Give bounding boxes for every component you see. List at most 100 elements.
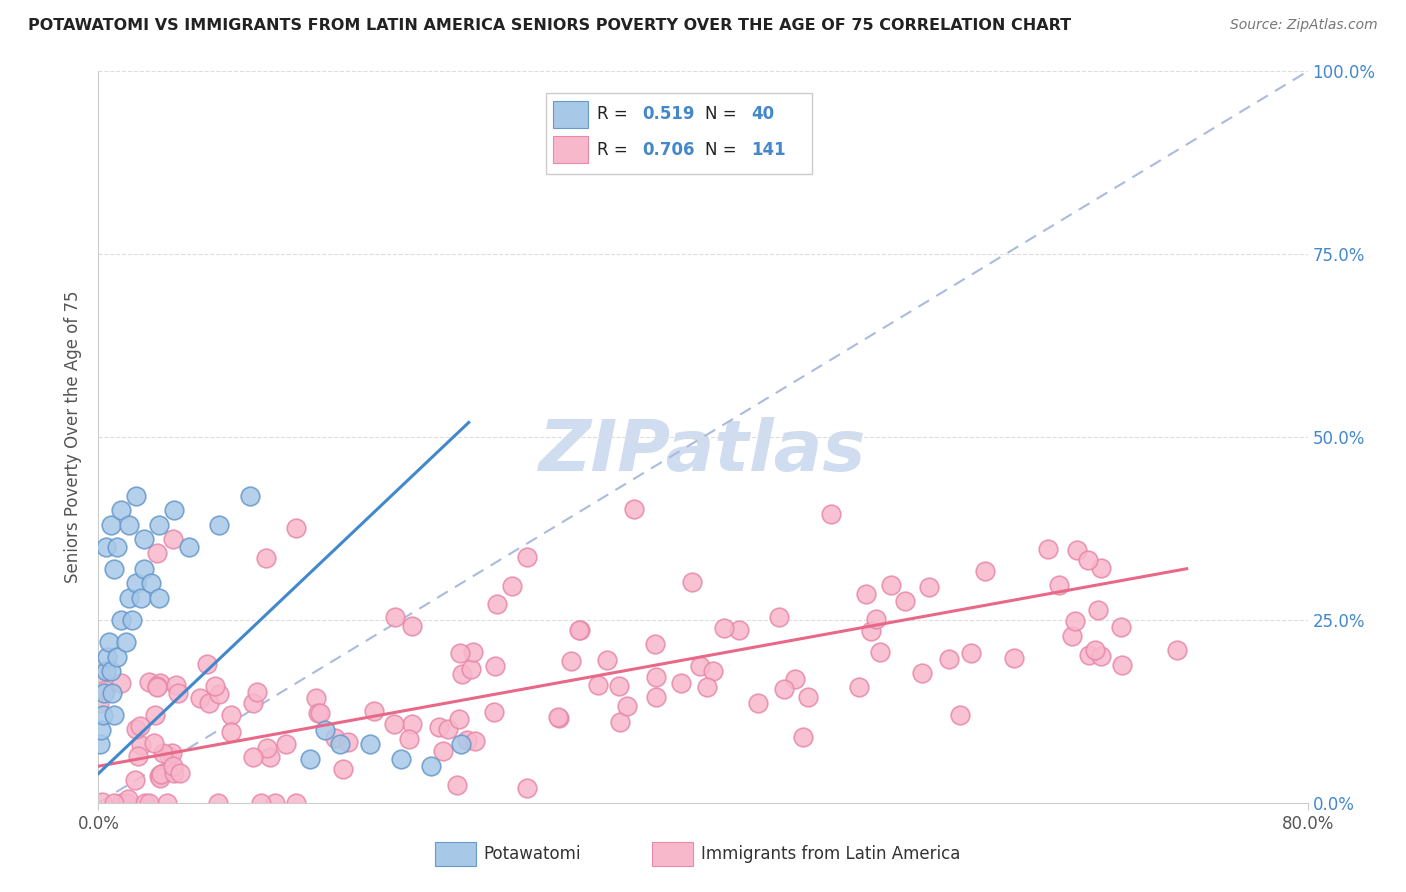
- Point: [696, 680, 718, 694]
- Point: [446, 779, 468, 793]
- Point: [401, 619, 423, 633]
- Point: [384, 610, 406, 624]
- Point: [773, 681, 796, 696]
- Point: [90, 723, 112, 737]
- Point: [501, 579, 523, 593]
- Point: [586, 678, 609, 692]
- Point: [596, 653, 619, 667]
- Point: [103, 796, 125, 810]
- Point: [1087, 603, 1109, 617]
- Text: R =: R =: [596, 104, 633, 123]
- Point: [129, 738, 152, 752]
- Point: [114, 635, 136, 649]
- Point: [1084, 643, 1107, 657]
- Point: [1077, 552, 1099, 566]
- Point: [1111, 619, 1133, 633]
- Point: [249, 796, 271, 810]
- Point: [242, 750, 264, 764]
- Point: [125, 722, 148, 736]
- Point: [129, 719, 152, 733]
- Point: [188, 691, 211, 706]
- Point: [163, 766, 186, 780]
- Point: [456, 733, 478, 747]
- Point: [859, 624, 882, 638]
- Point: [132, 562, 155, 576]
- Point: [547, 709, 569, 723]
- Point: [689, 659, 711, 673]
- Point: [974, 564, 997, 578]
- Point: [451, 666, 474, 681]
- Point: [1111, 657, 1133, 672]
- Text: 0.519: 0.519: [643, 104, 695, 123]
- Point: [616, 699, 638, 714]
- Point: [299, 752, 322, 766]
- Point: [1090, 561, 1112, 575]
- Text: 0.706: 0.706: [643, 141, 695, 160]
- Point: [148, 591, 170, 605]
- Text: 40: 40: [751, 104, 775, 123]
- Point: [150, 766, 173, 780]
- Point: [284, 796, 307, 810]
- Point: [336, 735, 359, 749]
- Point: [609, 715, 631, 730]
- Point: [450, 737, 472, 751]
- Point: [449, 646, 471, 660]
- FancyBboxPatch shape: [553, 136, 588, 163]
- Point: [204, 680, 226, 694]
- Point: [96, 649, 118, 664]
- Point: [157, 749, 180, 764]
- Point: [129, 591, 152, 605]
- Point: [917, 581, 939, 595]
- Point: [1078, 648, 1101, 662]
- Point: [148, 769, 170, 783]
- Point: [143, 736, 166, 750]
- Point: [682, 574, 704, 589]
- Point: [938, 652, 960, 666]
- Text: N =: N =: [706, 141, 742, 160]
- Point: [152, 746, 174, 760]
- Point: [94, 664, 117, 678]
- Point: [461, 645, 484, 659]
- Point: [110, 503, 132, 517]
- Point: [623, 502, 645, 516]
- Point: [169, 765, 191, 780]
- Point: [118, 517, 141, 532]
- Text: Source: ZipAtlas.com: Source: ZipAtlas.com: [1230, 18, 1378, 32]
- Point: [880, 578, 903, 592]
- Point: [105, 649, 128, 664]
- Point: [146, 680, 169, 694]
- Text: R =: R =: [596, 141, 633, 160]
- Point: [208, 517, 231, 532]
- Point: [167, 685, 190, 699]
- Point: [274, 737, 297, 751]
- Point: [420, 759, 443, 773]
- Point: [219, 724, 242, 739]
- Point: [560, 653, 582, 667]
- Point: [332, 762, 354, 776]
- Point: [239, 489, 262, 503]
- Point: [162, 533, 184, 547]
- Point: [110, 613, 132, 627]
- Point: [702, 664, 724, 678]
- Point: [93, 686, 115, 700]
- Point: [449, 712, 471, 726]
- Point: [645, 690, 668, 704]
- Point: [207, 796, 229, 810]
- Point: [429, 720, 451, 734]
- Point: [160, 747, 183, 761]
- Point: [125, 489, 148, 503]
- Point: [382, 716, 405, 731]
- Point: [437, 722, 460, 736]
- Point: [105, 540, 128, 554]
- Point: [486, 597, 509, 611]
- Point: [259, 749, 281, 764]
- Text: ZIPatlas: ZIPatlas: [540, 417, 866, 486]
- Point: [464, 733, 486, 747]
- Point: [848, 680, 870, 694]
- Point: [148, 517, 170, 532]
- Point: [398, 731, 420, 746]
- Point: [865, 612, 887, 626]
- Point: [484, 659, 506, 673]
- Point: [103, 708, 125, 723]
- Point: [91, 708, 114, 723]
